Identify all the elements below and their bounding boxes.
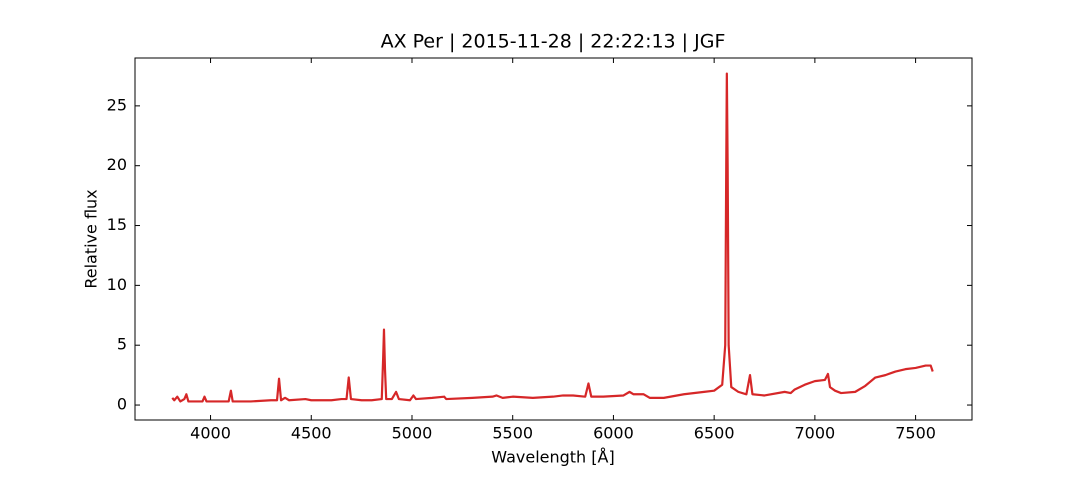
- y-axis-label: Relative flux: [82, 189, 101, 288]
- spectrum-line: [171, 72, 934, 403]
- x-tick-label: 5000: [392, 424, 433, 443]
- x-tick-label: 4000: [190, 424, 231, 443]
- x-tick-label: 7000: [795, 424, 836, 443]
- y-tick-label: 5: [117, 335, 127, 354]
- x-tick-label: 4500: [291, 424, 332, 443]
- x-tick-label: 6500: [694, 424, 735, 443]
- y-tick-label: 10: [107, 275, 127, 294]
- x-axis-label: Wavelength [Å]: [491, 448, 614, 467]
- y-tick-label: 15: [107, 215, 127, 234]
- y-tick-label: 20: [107, 155, 127, 174]
- plot-frame: [134, 57, 973, 421]
- x-tick-label: 7500: [895, 424, 936, 443]
- chart-title: AX Per | 2015-11-28 | 22:22:13 | JGF: [381, 31, 726, 53]
- x-tick-label: 5500: [492, 424, 533, 443]
- y-tick-label: 0: [117, 395, 127, 414]
- y-tick-label: 25: [107, 95, 127, 114]
- x-tick-label: 6000: [593, 424, 634, 443]
